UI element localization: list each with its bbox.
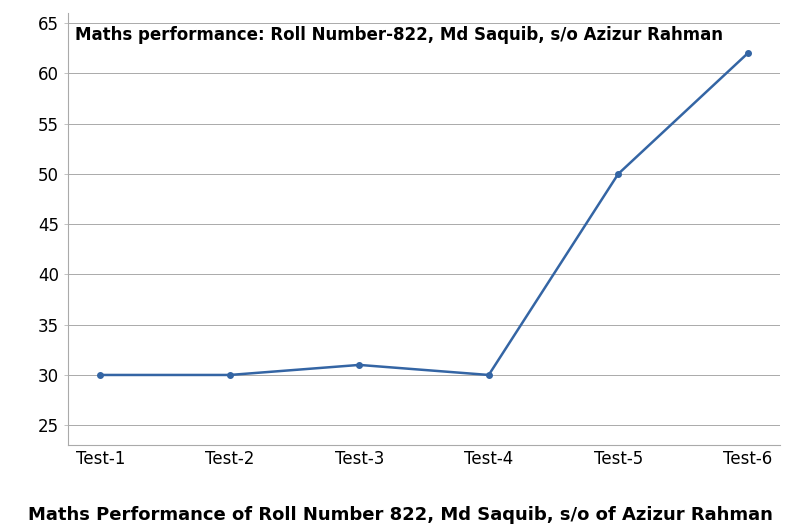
Text: Maths Performance of Roll Number 822, Md Saquib, s/o of Azizur Rahman: Maths Performance of Roll Number 822, Md… (27, 506, 773, 524)
Text: Maths performance: Roll Number-822, Md Saquib, s/o Azizur Rahman: Maths performance: Roll Number-822, Md S… (75, 26, 723, 44)
